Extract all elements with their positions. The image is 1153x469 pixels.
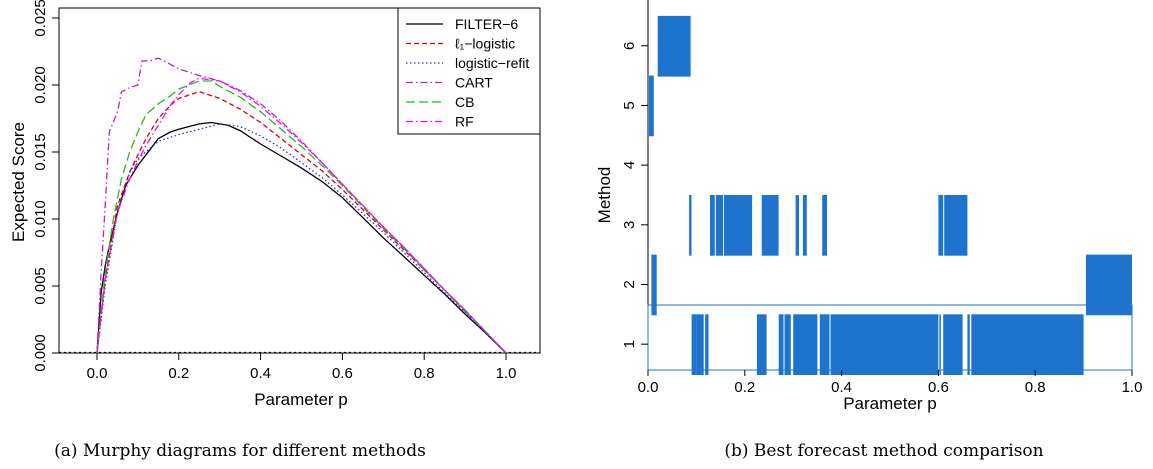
legend-box (397, 7, 541, 135)
method-tick-label: 2 (621, 280, 638, 288)
best-method-panel: 0.0 0.2 0.4 0.6 0.8 1.0 1 2 3 4 5 6 Parameter p Me… (595, 0, 1142, 461)
method-interval-bars (649, 15, 1132, 375)
y-tick-label: 0.010 (32, 200, 49, 238)
series-line-3 (96, 123, 507, 354)
method-y-axis-title: Method (595, 167, 614, 224)
murphy-diagram-panel: 0.0 0.2 0.4 0.6 0.8 1.0 0.0000.0050.0100.0150… (9, 0, 541, 461)
method-3-interval (715, 195, 724, 256)
method-3-interval (710, 195, 715, 256)
method-1-interval (819, 314, 830, 375)
method-x-axis: 0.0 0.2 0.4 0.6 0.8 1.0 (638, 370, 1143, 396)
method-1-interval (784, 314, 791, 375)
method-1-interval (971, 314, 1084, 375)
legend-label: FILTER−6 (455, 16, 518, 32)
legend-label: RF (455, 114, 474, 130)
method-3-interval (938, 195, 944, 256)
method-1-interval (967, 314, 970, 375)
method-3-interval (944, 195, 968, 256)
legend-label: ℓ₁−logistic (455, 36, 515, 52)
y-tick-label: 0.005 (32, 267, 49, 305)
method-3-interval (761, 195, 779, 256)
method-caption: (b) Best forecast method comparison (724, 441, 1043, 461)
method-y-axis: 1 2 3 4 5 6 (621, 42, 648, 348)
method-tick-label: 5 (621, 101, 638, 109)
method-1-interval (830, 314, 939, 375)
method-6-interval (657, 15, 691, 77)
x-tick-label: 0.0 (87, 365, 108, 382)
series-line-1 (96, 121, 507, 354)
method-1-interval (943, 314, 963, 375)
method-3-interval (724, 195, 753, 256)
x-tick-label: 0.4 (831, 379, 852, 396)
method-tick-label: 1 (621, 340, 638, 348)
method-5-interval (649, 75, 654, 137)
x-tick-label: 0.6 (928, 379, 949, 396)
legend-entries: FILTER−6 ℓ₁−logistic logistic−refit CART CB R… (406, 16, 529, 130)
murphy-x-axis-title: Parameter p (254, 390, 348, 409)
method-1-interval (793, 314, 818, 375)
method-1-interval (705, 314, 709, 375)
murphy-legend: FILTER−6 ℓ₁−logistic logistic−refit CART CB R… (397, 7, 541, 135)
method-1-interval (756, 314, 767, 375)
method-x-axis-title: Parameter p (843, 394, 937, 413)
method-1-interval (778, 314, 784, 375)
method-tick-label: 6 (621, 42, 638, 50)
legend-label: logistic−refit (455, 55, 529, 71)
murphy-series-group (96, 57, 507, 354)
x-tick-label: 0.8 (1025, 379, 1046, 396)
method-tick-label: 3 (621, 221, 638, 229)
method-2-interval (651, 254, 657, 316)
method-1-interval (939, 314, 941, 375)
method-1-interval (691, 314, 697, 375)
y-tick-label: 0.000 (32, 334, 49, 372)
method-3-interval (802, 195, 807, 256)
murphy-y-axis-title: Expected Score (9, 122, 28, 242)
y-tick-label: 0.020 (32, 66, 49, 104)
y-tick-label: 0.025 (32, 0, 49, 37)
method-3-interval (689, 195, 692, 256)
method-3-interval (795, 195, 799, 256)
murphy-caption: (a) Murphy diagrams for different method… (54, 441, 426, 461)
legend-label: CB (455, 94, 474, 110)
x-tick-label: 0.6 (332, 365, 353, 382)
x-tick-label: 0.4 (250, 365, 271, 382)
x-tick-label: 1.0 (1122, 379, 1143, 396)
series-line-6 (96, 77, 507, 354)
method-1-row-outline (647, 304, 1133, 371)
x-tick-label: 0.0 (638, 379, 659, 396)
murphy-x-axis: 0.0 0.2 0.4 0.6 0.8 1.0 (87, 353, 517, 382)
legend-label: CART (455, 75, 493, 91)
x-tick-label: 0.2 (734, 379, 755, 396)
method-tick-label: 4 (621, 161, 638, 169)
murphy-y-axis: 0.000 0.005 0.010 0.015 0.020 0.025 (32, 0, 59, 372)
y-tick-label: 0.015 (32, 133, 49, 171)
x-tick-label: 0.2 (168, 365, 189, 382)
method-1-interval (696, 314, 704, 375)
method-2-interval (1086, 254, 1132, 316)
series-line-5 (96, 80, 507, 354)
x-tick-label: 0.8 (414, 365, 435, 382)
x-tick-label: 1.0 (496, 365, 517, 382)
method-3-interval (822, 195, 827, 256)
